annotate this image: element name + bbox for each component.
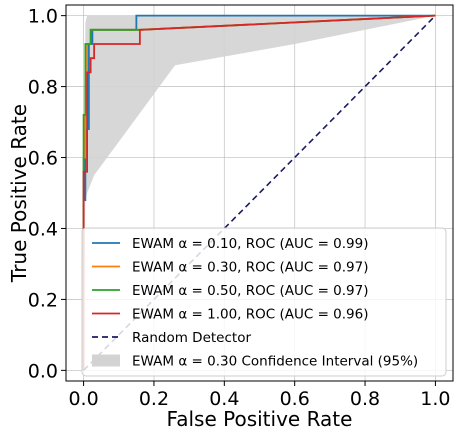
axes (61, 4, 454, 386)
legend-label-5: EWAM α = 0.30 Confidence Interval (95%) (132, 354, 418, 370)
legend-label-4: Random Detector (132, 330, 251, 346)
x-axis-label: False Positive Rate (167, 407, 353, 431)
roc-line-2 (82, 14, 436, 371)
legend-label-2: EWAM α = 0.50, ROC (AUC = 0.97) (132, 283, 369, 299)
x-tick-label-1: 0.2 (139, 388, 169, 410)
x-tick-label-0: 0.0 (68, 388, 98, 410)
y-tick-label-2: 0.4 (28, 218, 58, 240)
legend-label-3: EWAM α = 1.00, ROC (AUC = 0.96) (132, 307, 369, 323)
y-tick-label-4: 0.8 (28, 77, 58, 99)
legend-swatch-5 (92, 354, 120, 367)
confidence-band (83, 15, 436, 371)
y-tick-label-3: 0.6 (28, 148, 58, 170)
confidence-band-layer (83, 15, 436, 371)
y-axis-label: True Positive Rate (7, 104, 31, 283)
x-tick-label-2: 0.4 (209, 388, 239, 410)
y-tick-label-0: 0.0 (28, 360, 58, 382)
legend-label-1: EWAM α = 0.30, ROC (AUC = 0.97) (132, 260, 369, 276)
x-tick-label-3: 0.6 (280, 388, 310, 410)
x-tick-label-4: 0.8 (350, 388, 380, 410)
legend-frame (81, 227, 447, 377)
legend-label-0: EWAM α = 0.10, ROC (AUC = 0.99) (132, 236, 369, 252)
legend: EWAM α = 0.10, ROC (AUC = 0.99) EWAM α = … (81, 227, 447, 377)
y-tick-label-1: 0.2 (28, 289, 58, 311)
tick-labels: 0.0 0.2 0.4 0.6 0.8 1.0 0.0 0.2 0.4 0.6 0.8 1.0 (28, 6, 451, 410)
plot-frame (65, 4, 454, 382)
x-tick-label-5: 1.0 (420, 388, 450, 410)
roc-line-3 (82, 14, 436, 371)
y-tick-label-5: 1.0 (28, 6, 58, 28)
